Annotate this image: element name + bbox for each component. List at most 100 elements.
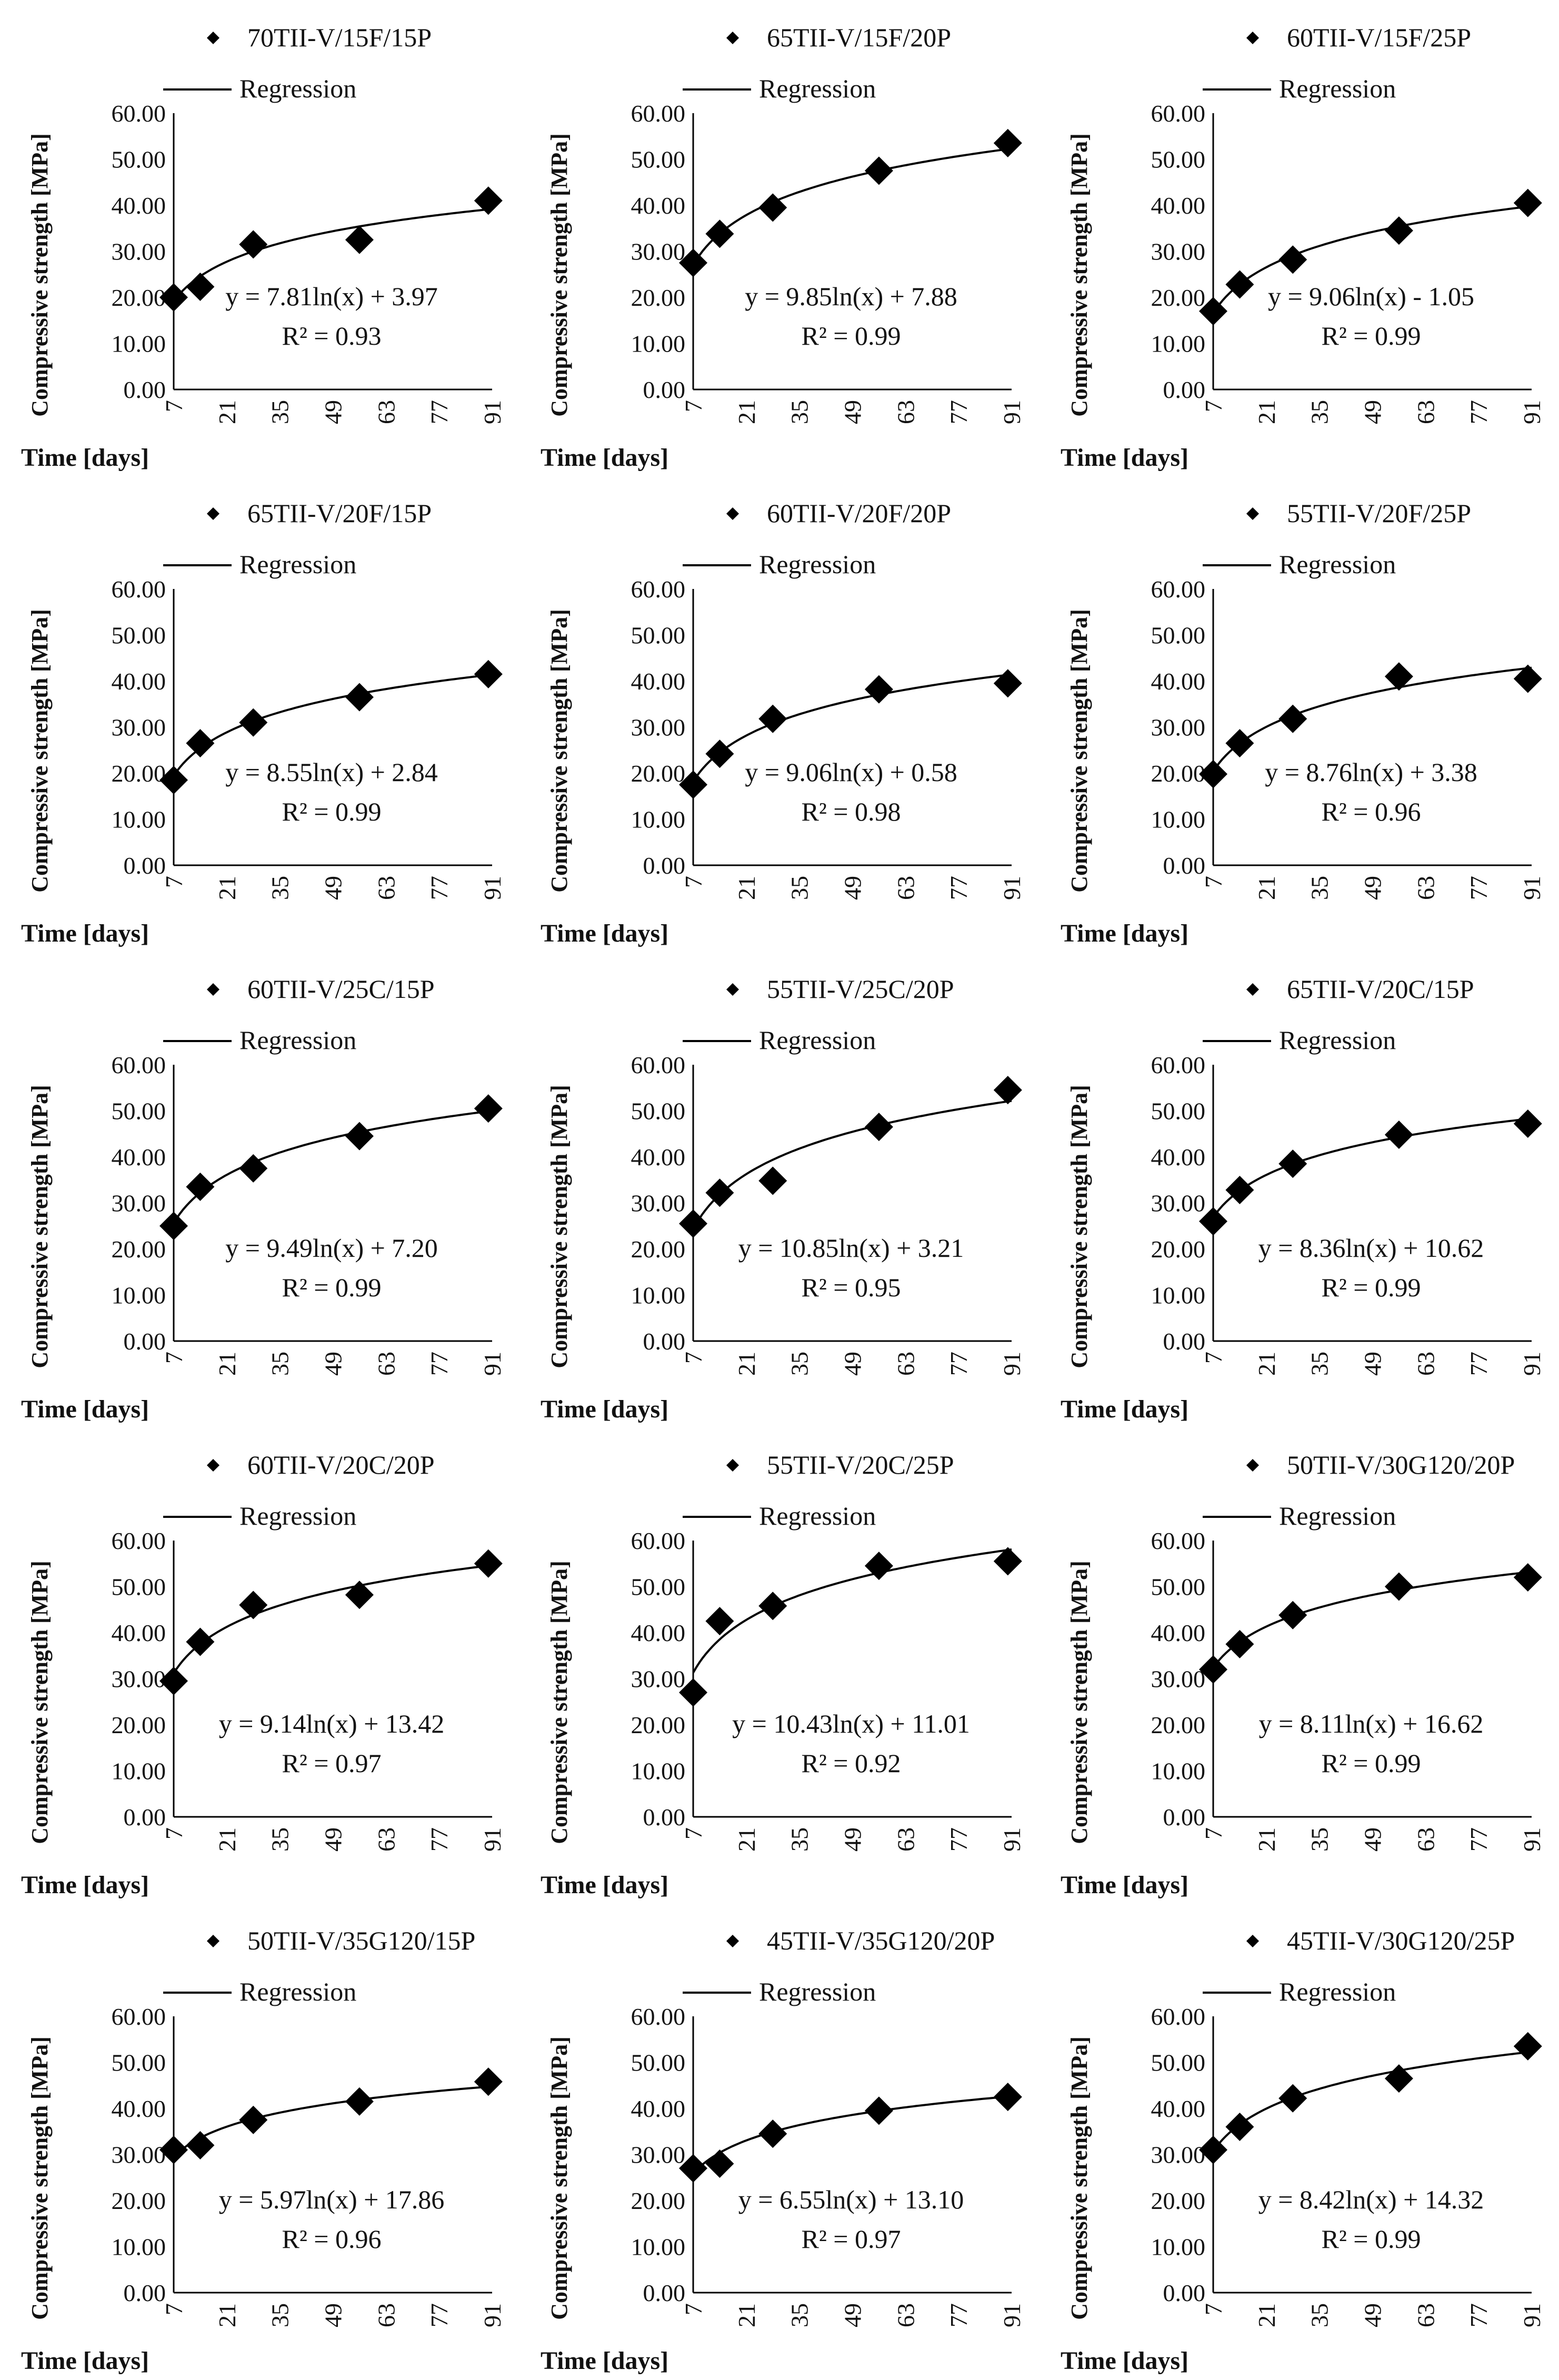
x-tick-label: 35 [786, 876, 813, 900]
x-tick-label: 91 [1518, 1827, 1545, 1852]
x-tick-label: 49 [320, 1352, 347, 1376]
data-point [1278, 704, 1307, 733]
x-tick-label: 49 [320, 876, 347, 900]
x-tick-label: 77 [1465, 400, 1492, 424]
x-tick-label: 21 [214, 400, 241, 424]
y-tick-label: 20.00 [631, 1236, 686, 1263]
data-point [474, 659, 503, 688]
regression-label: Regression [239, 1501, 356, 1531]
x-axis-label: Time [days] [1061, 444, 1188, 472]
regression-label: Regression [239, 1977, 356, 2006]
y-tick-label: 40.00 [112, 1619, 166, 1646]
y-tick-label: 40.00 [1151, 2095, 1206, 2122]
chart-svg: 45TII-V/35G120/20P Regression 0.00 10.00 20.… [541, 1926, 1025, 2375]
regression-label: Regression [1279, 74, 1396, 103]
y-axis-label: Compressive strength [MPa] [1066, 2036, 1092, 2320]
r-squared: R² = 0.98 [801, 797, 901, 826]
chart-title: 70TII-V/15F/15P [247, 23, 432, 52]
x-tick-label: 63 [1412, 1352, 1439, 1376]
x-tick-label: 35 [1306, 1827, 1333, 1852]
x-tick-label: 7 [161, 1827, 187, 1839]
legend-marker [1246, 983, 1259, 996]
regression-equation: y = 8.36ln(x) + 10.62 [1258, 1233, 1484, 1263]
y-tick-label: 0.00 [643, 376, 686, 403]
data-point [159, 766, 188, 795]
data-point [1513, 2032, 1542, 2061]
data-point [993, 1076, 1022, 1105]
chart-panel: 65TII-V/15F/20P Regression 0.00 10.00 20.00 3… [519, 0, 1039, 476]
regression-equation: y = 10.85ln(x) + 3.21 [738, 1233, 964, 1263]
data-point [1225, 1176, 1254, 1204]
y-axis-label: Compressive strength [MPa] [1066, 1561, 1092, 1844]
data-point [186, 1172, 215, 1201]
y-tick-label: 60.00 [1151, 1527, 1206, 1554]
r-squared: R² = 0.99 [1321, 1273, 1421, 1302]
y-tick-label: 20.00 [112, 760, 166, 787]
regression-label: Regression [759, 74, 876, 103]
x-tick-label: 63 [892, 876, 919, 900]
x-tick-label: 35 [267, 2303, 294, 2327]
chart-svg: 50TII-V/35G120/15P Regression 0.00 10.00 20.… [21, 1926, 506, 2375]
x-tick-label: 35 [1306, 1352, 1333, 1376]
x-tick-label: 49 [840, 400, 866, 424]
y-tick-label: 40.00 [112, 2095, 166, 2122]
y-tick-label: 0.00 [1163, 852, 1206, 879]
data-point [1225, 1629, 1254, 1658]
chart-svg: 65TII-V/15F/20P Regression 0.00 10.00 20.00 3… [541, 23, 1025, 472]
y-tick-label: 20.00 [631, 284, 686, 311]
y-tick-label: 20.00 [1151, 1712, 1206, 1738]
data-point [186, 2131, 215, 2159]
regression-equation: y = 8.42ln(x) + 14.32 [1258, 2185, 1484, 2214]
x-tick-label: 91 [998, 400, 1025, 424]
legend-marker [207, 1459, 219, 1472]
r-squared: R² = 0.99 [282, 1273, 381, 1302]
data-point [1278, 1149, 1307, 1178]
data-point [186, 272, 215, 301]
data-point [1199, 759, 1227, 788]
y-tick-label: 40.00 [1151, 668, 1206, 695]
x-tick-label: 7 [680, 1827, 707, 1839]
data-point [705, 1178, 734, 1207]
data-point [705, 219, 734, 248]
x-tick-label: 77 [945, 400, 972, 424]
chart-panel: 50TII-V/30G120/20P Regression 0.00 10.00 20.… [1040, 1427, 1559, 1903]
y-tick-label: 20.00 [1151, 1236, 1206, 1263]
regression-equation: y = 9.06ln(x) + 0.58 [745, 757, 957, 787]
data-point [864, 156, 893, 185]
x-tick-label: 35 [786, 1352, 813, 1376]
x-tick-label: 7 [680, 1352, 707, 1364]
y-tick-label: 40.00 [631, 1619, 686, 1646]
regression-curve [1212, 1117, 1532, 1218]
x-tick-label: 49 [1360, 1827, 1386, 1852]
regression-label: Regression [239, 1025, 356, 1055]
x-tick-label: 49 [320, 2303, 347, 2327]
r-squared: R² = 0.92 [801, 1748, 901, 1778]
chart-svg: 60TII-V/15F/25P Regression 0.00 10.00 20.00 3… [1061, 23, 1545, 472]
x-tick-label: 63 [373, 1352, 399, 1376]
y-axis-label: Compressive strength [MPa] [546, 1085, 572, 1368]
y-tick-label: 10.00 [631, 806, 686, 833]
x-tick-label: 91 [1518, 1352, 1545, 1376]
chart-panel: 60TII-V/25C/15P Regression 0.00 10.00 20.00 3… [0, 952, 519, 1427]
y-tick-label: 50.00 [112, 2049, 166, 2076]
x-tick-label: 49 [1360, 2303, 1386, 2327]
chart-svg: 55TII-V/20F/25P Regression 0.00 10.00 20.00 3… [1061, 498, 1545, 947]
chart-svg: 65TII-V/20F/15P Regression 0.00 10.00 20.00 3… [21, 498, 506, 947]
x-axis-label: Time [days] [1061, 1871, 1188, 1899]
y-tick-label: 20.00 [112, 1236, 166, 1263]
y-tick-label: 0.00 [643, 1804, 686, 1831]
regression-label: Regression [759, 1977, 876, 2006]
regression-label: Regression [759, 549, 876, 579]
y-tick-label: 20.00 [112, 1712, 166, 1738]
data-point [864, 1552, 893, 1581]
chart-panel: 50TII-V/35G120/15P Regression 0.00 10.00 20.… [0, 1903, 519, 2379]
y-tick-label: 50.00 [1151, 1098, 1206, 1125]
x-tick-label: 21 [733, 876, 760, 900]
y-tick-label: 60.00 [631, 2003, 686, 2030]
y-tick-label: 10.00 [112, 2234, 166, 2261]
data-point [1384, 1121, 1413, 1149]
data-point [679, 2154, 707, 2183]
y-axis-label: Compressive strength [MPa] [1066, 1085, 1092, 1368]
data-point [1513, 664, 1542, 693]
x-tick-label: 49 [1360, 400, 1386, 424]
